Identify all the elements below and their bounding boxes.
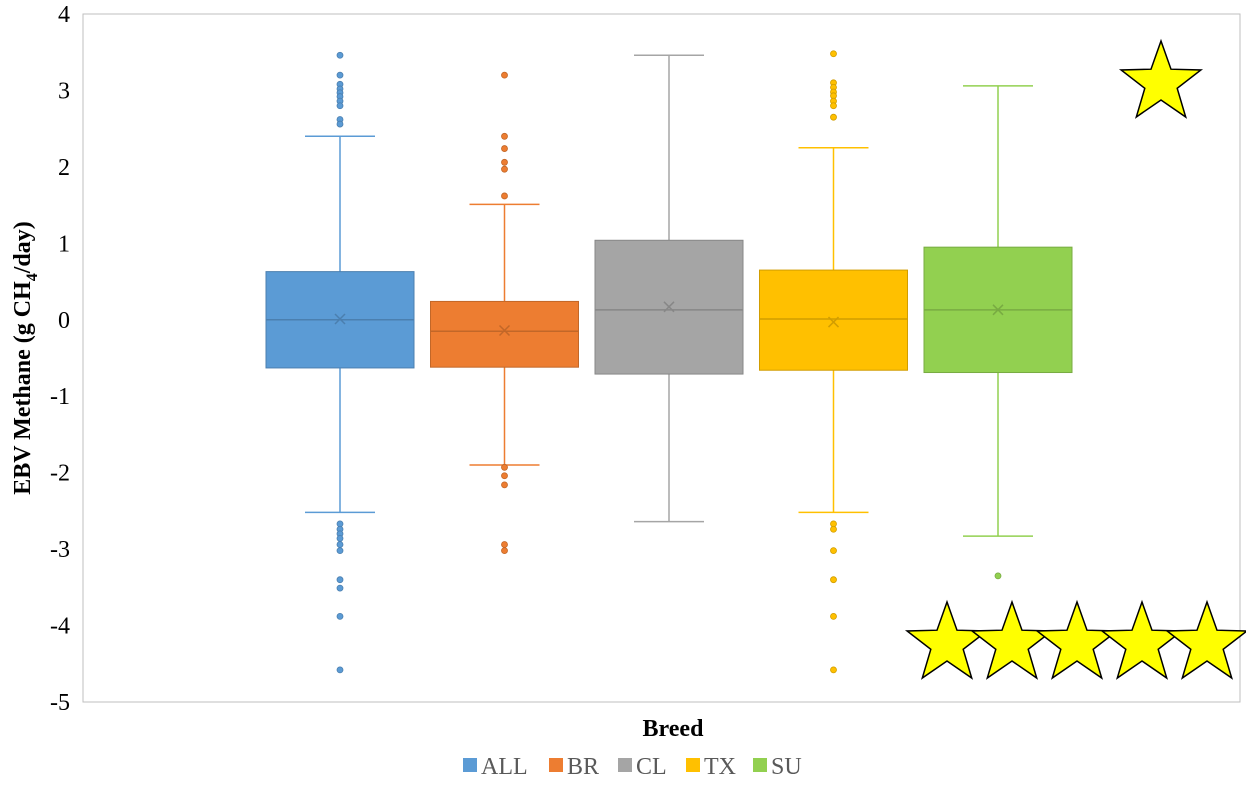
- outlier-point: [336, 535, 344, 542]
- outlier-point: [501, 165, 508, 173]
- y-tick-labels: -5 -4 -3 -2 -1 0 1 2 3 4: [50, 2, 70, 716]
- outlier-point: [336, 120, 344, 128]
- outlier-point: [501, 463, 508, 471]
- outlier-point: [336, 102, 344, 110]
- box-iqr: [759, 269, 908, 371]
- outlier-point: [830, 666, 837, 674]
- y-tick-label: 0: [58, 308, 70, 334]
- y-tick-label: 3: [58, 78, 70, 104]
- legend-label-br: BR: [567, 754, 599, 780]
- star-icon: [1164, 599, 1246, 680]
- legend-swatch-cl: [618, 758, 632, 772]
- y-axis-title-main: EBV Methane (g CH: [10, 281, 36, 495]
- legend-swatch-all: [463, 758, 477, 772]
- x-axis-title: Breed: [643, 716, 705, 742]
- box-all: [265, 51, 415, 674]
- y-axis-title-tail: /day): [10, 221, 36, 274]
- outlier-point: [336, 576, 344, 584]
- y-tick-label: -5: [50, 690, 70, 716]
- legend-label-all: ALL: [481, 754, 528, 780]
- y-tick-label: -1: [50, 384, 70, 410]
- star-icon: [1118, 38, 1204, 119]
- y-axis-title: EBV Methane (g CH4/day): [10, 221, 41, 495]
- legend-label-su: SU: [771, 754, 802, 780]
- rating-stars: [904, 38, 1246, 680]
- plot-frame: [82, 13, 1241, 703]
- outlier-point: [830, 50, 837, 58]
- outlier-point: [336, 547, 344, 555]
- y-tick-label: -4: [50, 614, 70, 640]
- box-tx: [759, 50, 908, 674]
- y-axis-title-subscript: 4: [24, 273, 41, 281]
- outlier-point: [336, 612, 344, 620]
- legend-label-tx: TX: [704, 754, 736, 780]
- outlier-point: [830, 525, 837, 533]
- outlier-point: [501, 132, 508, 140]
- outlier-point: [501, 71, 508, 79]
- outlier-point: [830, 102, 837, 110]
- outlier-point: [994, 572, 1002, 580]
- star-icon: [1034, 599, 1120, 680]
- star-icon: [969, 599, 1055, 680]
- mean-marker: [498, 324, 511, 337]
- outlier-point: [501, 145, 508, 152]
- outlier-point: [501, 158, 508, 166]
- star-icon: [1099, 599, 1185, 680]
- mean-marker: [992, 304, 1004, 316]
- outlier-point: [830, 612, 837, 620]
- outlier-point: [336, 71, 344, 79]
- plot-area: [82, 13, 1241, 703]
- outlier-point: [501, 547, 508, 555]
- outlier-point: [336, 584, 344, 592]
- outlier-point: [336, 541, 344, 548]
- legend-swatch-su: [753, 758, 767, 772]
- legend-swatch-tx: [686, 758, 700, 772]
- outlier-point: [336, 51, 344, 59]
- star-icon: [904, 599, 990, 680]
- box-iqr: [430, 300, 579, 368]
- outlier-point: [501, 481, 508, 489]
- box-cl: [594, 54, 744, 523]
- mean-marker: [663, 301, 675, 313]
- mean-marker: [334, 313, 346, 325]
- outlier-point: [830, 547, 837, 555]
- outlier-point: [501, 192, 508, 200]
- outlier-point: [830, 576, 837, 584]
- y-tick-label: -2: [50, 461, 70, 487]
- box-su: [923, 85, 1073, 580]
- outlier-point: [501, 541, 508, 548]
- outlier-point: [830, 113, 837, 121]
- legend-swatch-br: [549, 758, 563, 772]
- y-tick-label: -3: [50, 537, 70, 563]
- y-tick-label: 1: [58, 231, 70, 257]
- outlier-point: [336, 666, 344, 674]
- legend: ALL BR CL TX SU: [463, 754, 802, 780]
- y-tick-label: 2: [58, 155, 70, 181]
- y-tick-label: 4: [58, 2, 70, 28]
- outlier-point: [501, 472, 508, 480]
- box-series-layer: [265, 50, 1073, 674]
- mean-marker: [827, 316, 840, 328]
- legend-label-cl: CL: [636, 754, 667, 780]
- box-br: [430, 71, 579, 555]
